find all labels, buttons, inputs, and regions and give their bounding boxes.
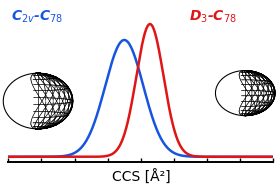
Text: D$_3$-C$_{78}$: D$_3$-C$_{78}$ [189, 9, 237, 25]
Text: C$_{2v}$-C$_{78}$: C$_{2v}$-C$_{78}$ [11, 9, 63, 25]
X-axis label: CCS [Å²]: CCS [Å²] [112, 170, 170, 185]
